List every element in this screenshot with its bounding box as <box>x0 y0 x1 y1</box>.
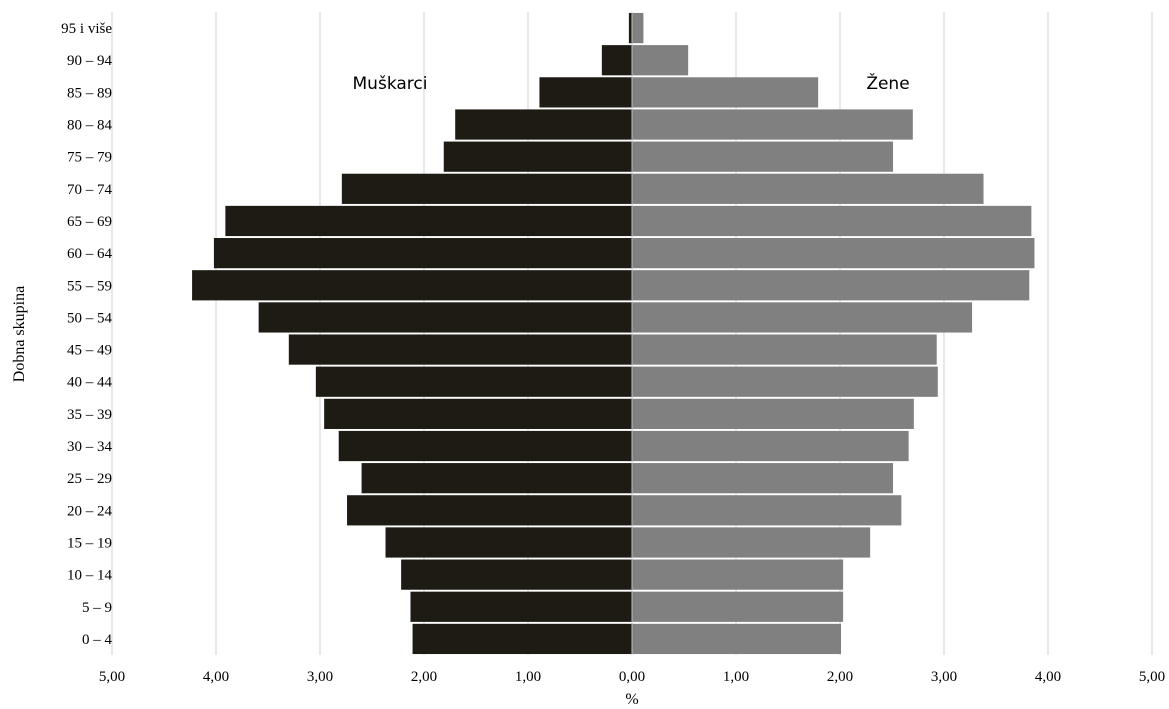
bar-zene <box>632 173 984 204</box>
x-tick-label: 1,00 <box>723 669 749 685</box>
bar-muskarci <box>539 77 632 108</box>
y-tick-label: 10 – 14 <box>67 568 113 584</box>
bar-zene <box>632 205 1032 237</box>
y-tick-label: 0 – 4 <box>82 632 113 648</box>
bar-zene <box>632 77 819 108</box>
bar-muskarci <box>412 623 632 655</box>
bar-muskarci <box>347 495 632 526</box>
x-tick-label: 4,00 <box>1035 669 1061 685</box>
x-tick-label: 2,00 <box>411 669 437 685</box>
x-tick-label: 5,00 <box>99 669 125 685</box>
bar-muskarci <box>225 205 633 237</box>
y-tick-label: 85 – 89 <box>67 85 112 101</box>
bar-zene <box>632 398 914 429</box>
bar-muskarci <box>341 173 632 204</box>
bar-muskarci <box>401 559 632 590</box>
x-axis-title: % <box>625 691 638 708</box>
bar-zene <box>632 623 842 655</box>
x-tick-label: 2,00 <box>827 669 853 685</box>
bar-muskarci <box>628 12 632 44</box>
bar-zene <box>632 463 894 494</box>
bar-zene <box>632 270 1030 301</box>
x-tick-labels: 5,00 4,00 3,00 2,00 1,00 0,00 1,00 2,00 3,00 4,00… <box>99 669 1165 685</box>
y-tick-label: 5 – 9 <box>82 600 112 616</box>
bar-muskarci <box>213 238 633 269</box>
bar-zene <box>632 109 913 140</box>
y-tick-label: 70 – 74 <box>67 182 113 198</box>
y-tick-label: 55 – 59 <box>67 278 112 294</box>
y-tick-label: 20 – 24 <box>67 503 113 519</box>
bar-zene <box>632 430 909 462</box>
y-tick-label: 45 – 49 <box>67 343 112 359</box>
y-tick-label: 60 – 64 <box>67 246 113 262</box>
series-label-zene: Žene <box>866 72 909 94</box>
y-tick-labels: 0 – 4 5 – 9 10 – 14 15 – 19 20 – 24 25 – 29 30… <box>61 21 112 648</box>
bar-zene <box>632 302 973 333</box>
bar-zene <box>632 527 871 558</box>
bar-muskarci <box>192 270 632 301</box>
y-tick-label: 75 – 79 <box>67 150 112 166</box>
series-label-muskarci: Muškarci <box>353 74 428 94</box>
bar-muskarci <box>443 141 632 172</box>
x-tick-label: 5,00 <box>1139 669 1165 685</box>
bar-layer <box>192 12 1035 655</box>
bar-muskarci <box>288 334 632 365</box>
y-tick-label: 80 – 84 <box>67 118 113 134</box>
bar-muskarci <box>258 302 632 333</box>
bar-muskarci <box>601 45 632 76</box>
bar-muskarci <box>361 463 632 494</box>
bar-muskarci <box>455 109 632 140</box>
bar-muskarci <box>410 591 632 622</box>
bar-zene <box>632 366 938 397</box>
y-tick-label: 40 – 44 <box>67 375 113 391</box>
bar-zene <box>632 45 689 76</box>
x-tick-label: 3,00 <box>307 669 333 685</box>
x-tick-label: 1,00 <box>515 669 541 685</box>
bar-zene <box>632 591 844 622</box>
bar-zene <box>632 238 1035 269</box>
y-tick-label: 65 – 69 <box>67 214 112 230</box>
bar-zene <box>632 141 894 172</box>
bar-zene <box>632 495 902 526</box>
y-tick-label: 50 – 54 <box>67 310 113 326</box>
bar-zene <box>632 559 844 590</box>
x-tick-label: 4,00 <box>203 669 229 685</box>
x-tick-label: 0,00 <box>619 669 645 685</box>
y-tick-label: 95 i više <box>61 21 112 37</box>
x-tick-label: 3,00 <box>931 669 957 685</box>
bar-muskarci <box>338 430 632 462</box>
bar-muskarci <box>324 398 632 429</box>
y-tick-label: 25 – 29 <box>67 471 112 487</box>
bar-muskarci <box>385 527 632 558</box>
y-tick-label: 15 – 19 <box>67 535 112 551</box>
y-tick-label: 35 – 39 <box>67 407 112 423</box>
y-tick-label: 90 – 94 <box>67 53 113 69</box>
bar-zene <box>632 334 937 365</box>
y-axis-title: Dobna skupina <box>11 286 28 382</box>
bar-zene <box>632 12 644 44</box>
bar-muskarci <box>315 366 632 397</box>
y-tick-label: 30 – 34 <box>67 439 113 455</box>
